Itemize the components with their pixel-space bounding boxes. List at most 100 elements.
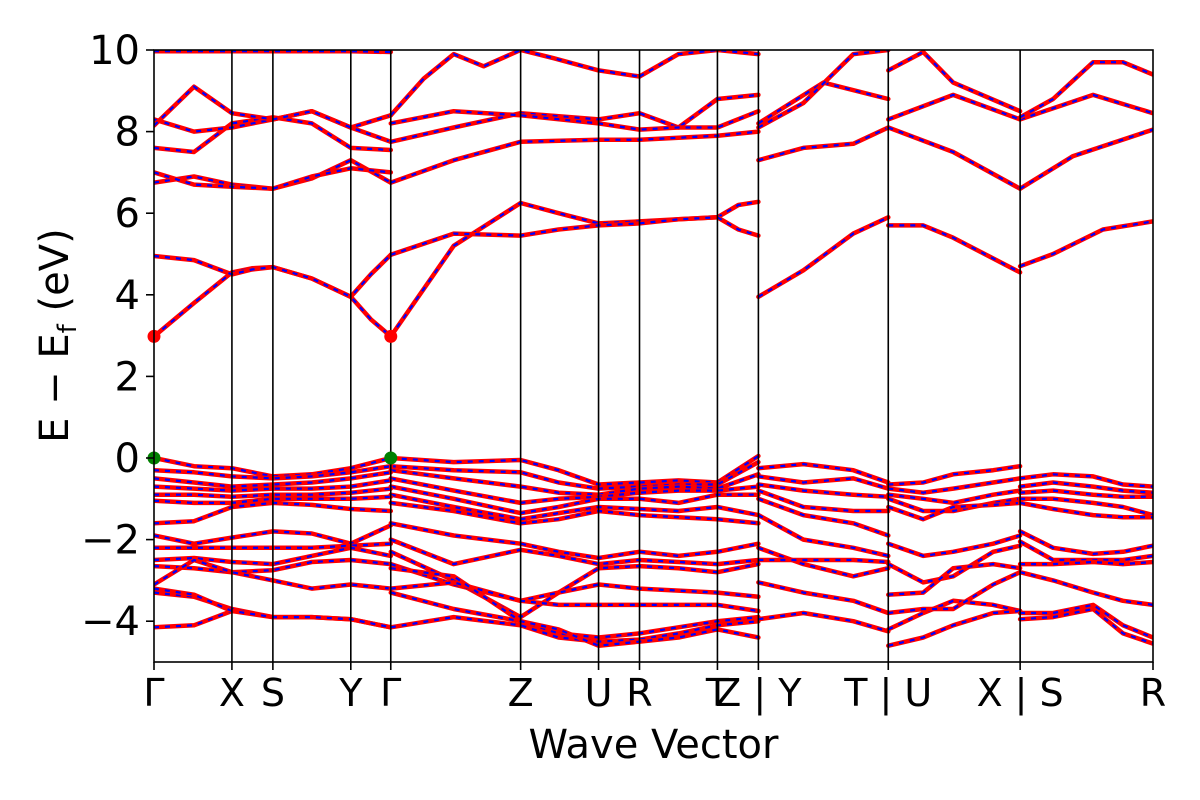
- band-line-dashed-20: [887, 93, 1021, 121]
- band-line-dashed-82: [1020, 489, 1153, 498]
- band-line-dashed-27: [1019, 61, 1153, 119]
- band-line-11: [388, 129, 761, 185]
- band-line-dashed-68: [758, 558, 889, 564]
- band-line-dashed-87: [1020, 560, 1153, 566]
- band-line-dashed-89: [1020, 603, 1153, 639]
- band-line-dashed-12: [758, 126, 889, 162]
- band-line-dashed-50: [154, 587, 233, 613]
- band-line-dashed-78: [888, 609, 1021, 647]
- band-line-dashed-61: [758, 483, 889, 498]
- band-line-dashed-65: [758, 546, 889, 578]
- band-line-dashed-53: [390, 550, 759, 619]
- y-tick-label-0: −4: [81, 599, 140, 645]
- band-line-64: [756, 512, 891, 559]
- band-line-51: [388, 521, 761, 561]
- x-tick-label-1: X: [219, 671, 245, 715]
- band-line-dashed-59: [758, 462, 889, 484]
- band-line-dashed-18: [390, 110, 759, 131]
- kpoint-lines-layer: [231, 50, 1021, 662]
- band-line-dashed-75: [887, 544, 1021, 584]
- y-tick-label-4: 4: [115, 273, 140, 319]
- cbm-marker-1: [384, 329, 398, 343]
- band-line-24: [637, 50, 761, 79]
- y-axis-label-main: E − E: [32, 333, 78, 443]
- band-line-23: [388, 50, 642, 118]
- band-line-26: [886, 50, 1023, 114]
- band-line-dashed-58: [390, 567, 759, 647]
- y-tick-label-5: 6: [115, 191, 140, 237]
- band-line-dashed-79: [888, 571, 1021, 615]
- x-tick-label-7: R: [626, 671, 652, 715]
- band-line-13: [886, 125, 1023, 191]
- extrema-markers-layer: [147, 329, 398, 465]
- band-line-dashed-69: [888, 465, 1021, 486]
- band-line-dashed-70: [888, 477, 1021, 494]
- band-line-dashed-62: [758, 489, 889, 513]
- band-line-dashed-90: [1020, 607, 1153, 645]
- x-tick-label-6: U: [585, 671, 613, 715]
- band-line-dashed-47: [154, 558, 391, 590]
- band-line-12: [756, 125, 891, 163]
- band-line-dashed-72: [887, 497, 1021, 513]
- band-line-dashed-67: [758, 611, 889, 633]
- x-tick-label-0: Γ: [143, 671, 164, 715]
- band-line-14: [1017, 127, 1153, 191]
- y-axis-label-subscript: f: [53, 323, 83, 333]
- bands-layer: [154, 50, 1153, 648]
- vbm-marker-3: [384, 451, 398, 465]
- x-tick-label-10: T | U: [843, 671, 932, 716]
- y-tick-label-7: 10: [89, 28, 140, 74]
- band-line-dashed-64: [757, 514, 889, 557]
- band-line-dashed-25: [757, 50, 889, 129]
- band-line-dashed-88: [1019, 571, 1153, 606]
- x-tick-label-2: S: [261, 671, 285, 715]
- band-line-dashed-21: [1019, 93, 1153, 121]
- band-line-8: [1017, 219, 1153, 269]
- x-tick-label-3: Y: [338, 671, 363, 715]
- band-line-5: [715, 215, 761, 238]
- x-tick-label-11: X | S: [977, 671, 1064, 716]
- y-tick-label-1: −2: [81, 518, 140, 564]
- band-line-dashed-83: [1020, 497, 1153, 517]
- band-line-78: [886, 608, 1023, 648]
- band-line-dashed-74: [887, 534, 1021, 558]
- band-line-74: [886, 533, 1023, 559]
- band-line-dashed-7: [888, 224, 1021, 274]
- band-line-50: [154, 586, 235, 614]
- band-line-dashed-52: [390, 538, 759, 566]
- band-line-dashed-85: [1019, 530, 1153, 556]
- y-tick-label-2: 0: [115, 436, 140, 482]
- band-line-dashed-73: [887, 501, 1021, 521]
- x-tick-label-4: Γ: [380, 671, 401, 715]
- x-tick-label-12: R: [1140, 671, 1166, 715]
- band-line-dashed-5: [716, 216, 759, 237]
- band-line-dashed-71: [888, 489, 1021, 505]
- band-line-67: [756, 610, 891, 634]
- y-axis-ticks: −4 −2 0 2 4 6 8 10: [81, 28, 154, 645]
- band-line-dashed-13: [887, 126, 1021, 190]
- band-line-dashed-77: [887, 599, 1021, 631]
- y-axis-label-unit: (eV): [32, 228, 78, 324]
- band-line-dashed-19: [757, 81, 889, 125]
- band-line-dashed-81: [1019, 481, 1153, 494]
- band-line-dashed-24: [638, 50, 759, 78]
- band-line-18: [388, 108, 761, 132]
- band-line-dashed-80: [1019, 473, 1153, 488]
- band-line-dashed-4: [716, 200, 759, 219]
- band-line-7: [886, 223, 1023, 275]
- x-tick-label-9: Z | Y: [715, 671, 802, 716]
- band-line-dashed-17: [390, 93, 759, 143]
- band-line-dashed-66: [758, 581, 889, 615]
- band-line-63: [756, 496, 891, 538]
- band-line-dashed-3: [390, 216, 718, 256]
- band-line-dashed-60: [758, 475, 889, 490]
- band-line-88: [1017, 569, 1153, 608]
- band-line-dashed-6: [757, 216, 889, 298]
- band-line-dashed-63: [758, 497, 889, 537]
- band-line-dashed-0: [154, 254, 392, 338]
- x-tick-label-8: T: [705, 671, 730, 715]
- band-line-3: [388, 215, 720, 258]
- band-line-dashed-23: [389, 50, 640, 117]
- band-line-dashed-84: [1019, 501, 1153, 519]
- band-line-dashed-76: [888, 562, 1021, 596]
